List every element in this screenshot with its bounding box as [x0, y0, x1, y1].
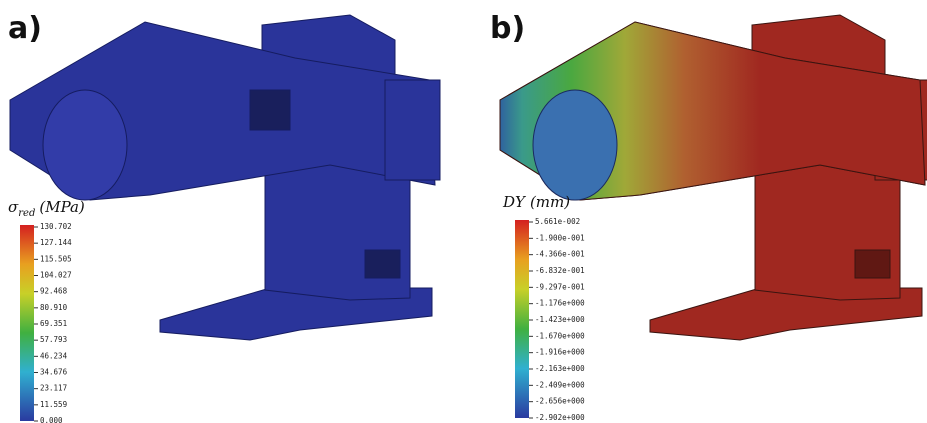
tick-label: 11.559	[40, 400, 67, 409]
tick-label: 57.793	[40, 335, 67, 344]
tick-label: -1.916e+000	[535, 348, 585, 357]
figure: a)σred(MPa)130.702127.144115.505104.0279…	[0, 0, 927, 423]
legend-symbol: DY	[502, 193, 527, 211]
tick-label: -4.366e-001	[535, 250, 585, 259]
tick-label: -1.176e+000	[535, 299, 585, 308]
tick-label: -2.409e+000	[535, 380, 585, 389]
colorbar	[20, 225, 34, 421]
tick-label: 104.027	[40, 271, 72, 280]
legend-unit: (MPa)	[39, 198, 85, 216]
legend-title: σred(MPa)	[8, 198, 85, 219]
tick-label: 80.910	[40, 303, 68, 312]
tick-label: -1.423e+000	[535, 315, 585, 324]
tick-label: 130.702	[40, 222, 72, 231]
colorbar	[515, 220, 529, 418]
tick-label: -2.902e+000	[535, 413, 585, 422]
tick-label: -1.900e-001	[535, 233, 585, 242]
tick-label: -2.656e+000	[535, 397, 585, 406]
tick-label: 0.000	[40, 416, 63, 423]
tick-label: 46.234	[40, 351, 68, 360]
disk-b	[533, 90, 617, 200]
tick-label: -6.832e-001	[535, 266, 585, 275]
panel-label: b)	[490, 11, 525, 46]
tick-label: 115.505	[40, 254, 72, 263]
tick-label: -9.297e-001	[535, 282, 585, 291]
tick-label: 69.351	[40, 319, 67, 328]
tick-label: 92.468	[40, 287, 68, 296]
tick-label: 23.117	[40, 384, 67, 393]
legend-subscript: red	[18, 208, 35, 219]
legend-unit: (mm)	[530, 193, 570, 211]
panel-label: a)	[8, 11, 42, 46]
tick-label: 34.676	[40, 368, 68, 377]
tick-label: -2.163e+000	[535, 364, 585, 373]
tick-label: 5.661e-002	[535, 217, 580, 226]
tick-label: 127.144	[40, 238, 72, 247]
legend-title: DY(mm)	[502, 193, 570, 211]
tick-label: -1.670e+000	[535, 331, 585, 340]
